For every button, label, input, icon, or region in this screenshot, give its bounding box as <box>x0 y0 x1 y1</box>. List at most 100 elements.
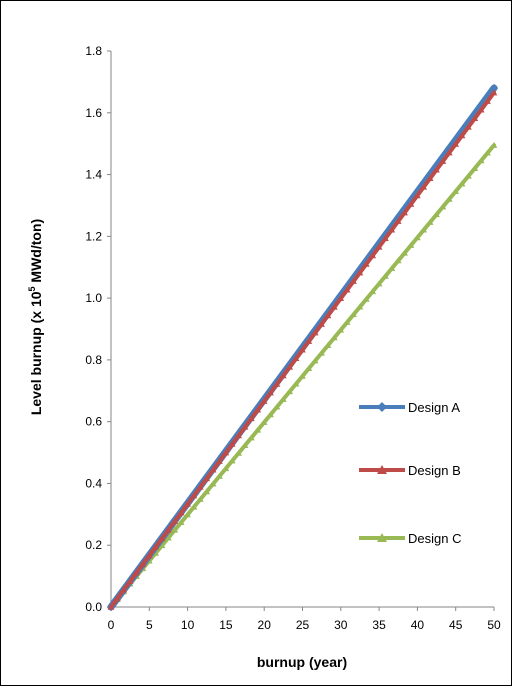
series-point-design-c <box>165 534 172 541</box>
series-point-design-b <box>401 209 408 216</box>
x-tick-label: 5 <box>146 618 153 632</box>
series-design-c <box>107 141 498 610</box>
x-tick-label: 25 <box>296 618 310 632</box>
series-point-design-b <box>375 243 383 250</box>
y-axis-title-prefix: Level burnup (x 10 <box>28 291 44 415</box>
y-axis-title: Level burnup (x 105 MWd/ton) <box>27 219 44 415</box>
series-point-design-b <box>356 269 364 276</box>
series-point-design-c <box>280 395 287 402</box>
series-point-design-b <box>184 500 191 507</box>
series-design-b <box>107 89 498 610</box>
series-point-design-c <box>407 241 415 248</box>
series-point-design-c <box>254 426 262 433</box>
series-point-design-b <box>388 226 396 233</box>
series-point-design-c <box>369 288 377 295</box>
series-point-design-b <box>446 149 453 156</box>
series-point-design-c <box>286 388 294 395</box>
series-point-design-b <box>146 552 153 559</box>
series-point-design-c <box>426 218 434 225</box>
series-point-design-b <box>126 577 134 584</box>
series-point-design-b <box>305 337 313 344</box>
y-tick-label: 1.8 <box>85 44 102 58</box>
series-point-design-b <box>133 569 140 576</box>
legend-item-design-a: Design A <box>359 400 460 415</box>
series-point-design-c <box>439 203 447 210</box>
series-point-design-c <box>241 442 249 449</box>
x-tick-label: 35 <box>372 618 386 632</box>
series-point-design-b <box>286 363 294 370</box>
series-point-design-c <box>216 472 223 479</box>
series-point-design-c <box>477 157 485 164</box>
series-point-design-b <box>165 526 172 533</box>
series-point-design-c <box>484 149 491 156</box>
legend-label-design-c: Design C <box>408 531 461 546</box>
series-point-design-c <box>375 280 383 287</box>
series-point-design-c <box>465 172 472 179</box>
series-point-design-c <box>299 372 306 379</box>
series-point-design-c <box>433 211 440 218</box>
series-point-design-b <box>394 217 402 224</box>
series-point-design-c <box>209 480 217 487</box>
series-point-design-b <box>363 260 370 267</box>
series-point-design-b <box>197 483 204 490</box>
y-tick-label: 1.0 <box>85 291 102 305</box>
legend-swatch-marker <box>377 465 387 474</box>
series-point-design-c <box>177 519 185 525</box>
series-point-design-b <box>426 175 434 182</box>
legend: Design A Design B Design C <box>359 400 461 546</box>
series-lines <box>106 83 499 612</box>
series-point-design-c <box>414 234 421 241</box>
x-axis-title: burnup (year) <box>257 654 347 670</box>
series-point-design-b <box>465 123 472 130</box>
series-point-design-b <box>350 277 357 284</box>
series-point-design-c <box>382 272 389 279</box>
series-point-design-b <box>203 475 211 482</box>
series-point-design-c <box>446 195 453 202</box>
series-point-design-b <box>299 346 306 353</box>
series-point-design-b <box>280 372 287 379</box>
legend-label-design-a: Design A <box>408 400 460 415</box>
x-tick-label: 15 <box>219 618 233 632</box>
legend-item-design-b: Design B <box>359 463 461 478</box>
y-axis-title-suffix: MWd/ton) <box>28 219 44 287</box>
series-point-design-c <box>171 526 179 533</box>
series-point-design-b <box>433 166 440 173</box>
series-point-design-b <box>337 295 345 302</box>
series-point-design-b <box>458 132 466 139</box>
series-point-design-c <box>311 357 319 364</box>
series-point-design-c <box>331 334 338 341</box>
series-point-design-b <box>484 97 491 104</box>
series-point-design-c <box>337 326 345 333</box>
series-point-design-b <box>477 106 485 113</box>
series-point-design-b <box>414 192 421 199</box>
series-point-design-b <box>152 543 159 550</box>
x-tick-label: 50 <box>487 618 501 632</box>
series-point-design-b <box>420 183 428 190</box>
series-point-design-b <box>331 303 338 310</box>
legend-swatch-marker <box>377 533 387 542</box>
series-point-design-a <box>438 153 448 162</box>
series-point-design-b <box>273 380 281 387</box>
series-point-design-b <box>120 586 128 593</box>
series-point-design-b <box>490 89 498 96</box>
series-point-design-b <box>107 603 115 610</box>
series-point-design-b <box>382 235 389 242</box>
axis-ticks: 0.0 0.2 0.4 0.6 0.8 1.0 1.2 1.4 1.6 1.8 0 5 10 15 20 25… <box>85 44 501 632</box>
series-point-design-c <box>228 457 236 464</box>
x-tick-label: 0 <box>108 618 115 632</box>
series-point-design-c <box>273 403 281 410</box>
series-point-design-c <box>363 295 370 302</box>
y-tick-label: 0.8 <box>85 353 102 367</box>
y-tick-label: 0.4 <box>85 476 102 490</box>
series-point-design-c <box>471 165 479 171</box>
series-point-design-a <box>413 187 422 197</box>
series-point-design-c <box>356 303 364 310</box>
series-point-design-b <box>318 320 325 327</box>
series-point-design-c <box>305 365 313 372</box>
legend-label-design-b: Design B <box>408 463 461 478</box>
series-point-design-b <box>114 595 121 602</box>
series-point-design-b <box>343 286 351 293</box>
series-point-design-c <box>452 188 459 195</box>
y-tick-label: 0.6 <box>85 415 102 429</box>
